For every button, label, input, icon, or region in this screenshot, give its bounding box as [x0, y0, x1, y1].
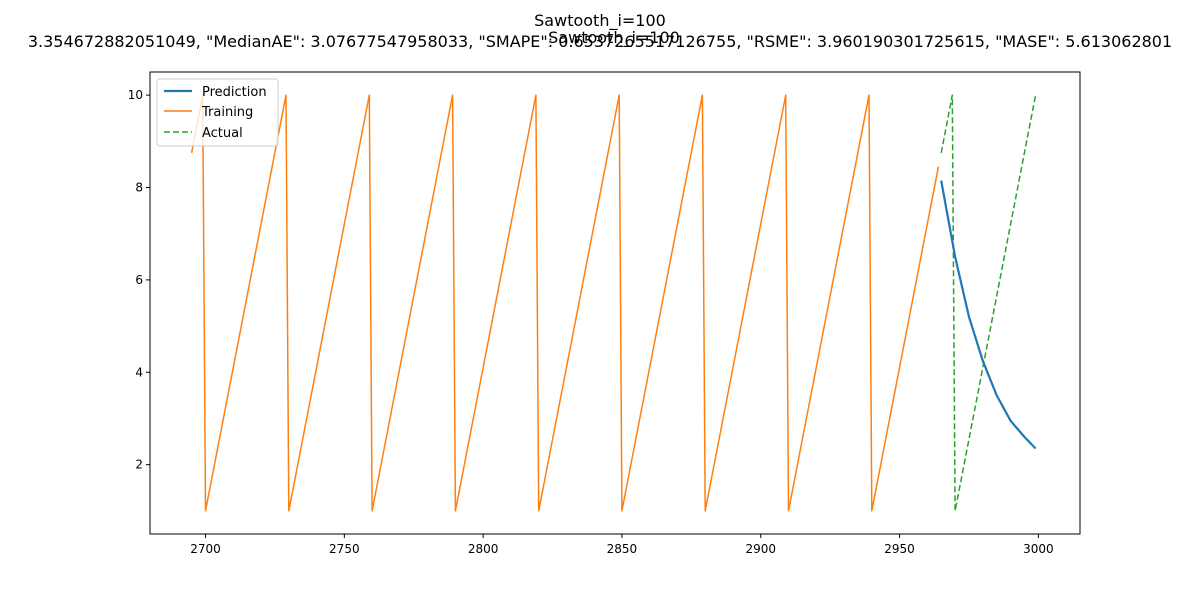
y-tick-label: 8: [135, 181, 143, 195]
y-tick-label: 4: [135, 365, 143, 379]
y-tick-label: 10: [128, 88, 143, 102]
y-axis: 2 4 6 8 10: [128, 88, 150, 472]
x-tick-label: 3000: [1023, 542, 1054, 556]
series-line-prediction: [940, 180, 1037, 450]
chart-title-overlap: Sawtooth_i=100: [548, 28, 680, 48]
x-tick-label: 2750: [329, 542, 360, 556]
x-tick-label: 2800: [468, 542, 499, 556]
series-line-actual: [940, 94, 1037, 512]
chart-subtitle: 3.354672882051049, "MedianAE": 3.0767754…: [28, 32, 1172, 51]
x-tick-label: 2700: [190, 542, 221, 556]
series-layer: [190, 94, 1037, 512]
x-tick-label: 2950: [884, 542, 915, 556]
x-tick-label: 2900: [745, 542, 776, 556]
legend-label-training: Training: [201, 105, 253, 120]
legend-box: [156, 78, 279, 147]
legend: Prediction Training Actual: [156, 78, 279, 147]
y-tick-label: 6: [135, 273, 143, 287]
legend-label-prediction: Prediction: [202, 85, 267, 100]
x-tick-label: 2850: [607, 542, 638, 556]
legend-label-actual: Actual: [202, 126, 243, 141]
y-tick-label: 2: [135, 458, 143, 472]
plot-area: [149, 71, 1081, 535]
x-axis: 2700 2750 2800 2850 2900 2950 3000: [190, 534, 1054, 556]
chart-title: Sawtooth_i=100: [534, 11, 666, 31]
series-line-training: [190, 94, 940, 512]
